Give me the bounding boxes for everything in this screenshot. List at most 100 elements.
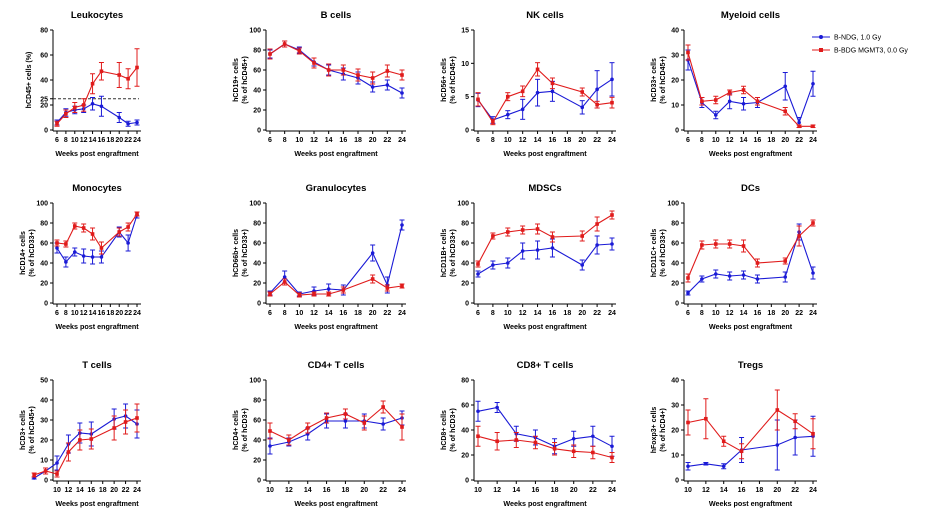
y-tick-label: 40 bbox=[461, 261, 469, 268]
data-point bbox=[580, 90, 585, 94]
x-tick-label: 22 bbox=[593, 137, 601, 144]
x-tick-label: 18 bbox=[767, 137, 775, 144]
y-tick-label: 20 bbox=[40, 281, 48, 288]
x-tick-label: 16 bbox=[323, 487, 331, 494]
x-axis-label: Weeks post engraftment bbox=[294, 499, 378, 508]
y-tick-label: 60 bbox=[671, 241, 679, 248]
data-point bbox=[741, 101, 746, 106]
series-line bbox=[269, 278, 403, 296]
data-point bbox=[686, 276, 690, 280]
data-point bbox=[727, 274, 732, 278]
data-point bbox=[32, 473, 36, 477]
y-axis-label: hCD66b+ cells bbox=[233, 229, 240, 277]
y-tick-label: 40 bbox=[671, 378, 679, 385]
panel-title: CD8+ T cells bbox=[517, 360, 574, 371]
data-point bbox=[117, 115, 122, 120]
x-tick-label: 20 bbox=[773, 487, 781, 494]
series-bdg bbox=[475, 210, 615, 268]
y-axis-label: (% of hCD33+) bbox=[29, 229, 36, 277]
data-point bbox=[811, 124, 815, 129]
y-tick-label: 50 bbox=[40, 378, 48, 385]
y-axis-label: (% of hCD33+) bbox=[660, 229, 667, 277]
series-bdg bbox=[475, 62, 615, 126]
panel-title: DCs bbox=[741, 183, 760, 194]
data-point bbox=[81, 103, 86, 107]
data-point bbox=[491, 120, 495, 124]
data-point bbox=[90, 232, 95, 236]
y-axis-label: hCD11B+ cells bbox=[441, 229, 448, 278]
panel-cd4plus-t-cells: CD4+ T cells 0 20 40 60 80 100 10 12 14 16 18 20 22 24… bbox=[233, 360, 406, 508]
x-tick-label: 12 bbox=[519, 310, 527, 317]
y-tick-label: 60 bbox=[40, 53, 48, 60]
y-tick-label: 10 bbox=[461, 61, 469, 68]
data-point bbox=[783, 259, 788, 263]
x-tick-label: 16 bbox=[339, 310, 347, 317]
x-tick-label: 24 bbox=[809, 310, 817, 317]
data-point bbox=[775, 443, 780, 447]
series-ndg bbox=[685, 49, 816, 128]
x-tick-label: 14 bbox=[76, 487, 84, 494]
x-tick-label: 24 bbox=[133, 137, 141, 144]
series-line bbox=[687, 230, 814, 294]
y-tick-label: 40 bbox=[253, 88, 261, 95]
data-point bbox=[550, 89, 555, 94]
x-tick-label: 18 bbox=[342, 487, 350, 494]
x-tick-label: 18 bbox=[106, 137, 114, 144]
y-axis-label: hCD19+ cells bbox=[233, 58, 240, 102]
data-point bbox=[99, 104, 104, 109]
data-point bbox=[520, 228, 525, 232]
data-point bbox=[370, 85, 375, 89]
data-point bbox=[550, 81, 555, 86]
data-point bbox=[385, 286, 390, 290]
x-tick-label: 8 bbox=[64, 137, 68, 144]
x-tick-label: 14 bbox=[89, 310, 97, 317]
data-point bbox=[704, 461, 708, 466]
x-tick-label: 12 bbox=[310, 310, 318, 317]
y-axis-label: (% of hCD3+) bbox=[450, 408, 457, 452]
series-line bbox=[33, 417, 138, 476]
data-point bbox=[55, 461, 59, 465]
data-point bbox=[78, 438, 82, 442]
data-point bbox=[686, 464, 690, 469]
y-tick-label: 100 bbox=[457, 201, 469, 208]
data-point bbox=[370, 76, 375, 80]
y-axis-label: (% of hCD45+) bbox=[660, 56, 667, 104]
y-axis-label: (% of hCD33+) bbox=[242, 229, 249, 277]
y-tick-label: 30 bbox=[671, 403, 679, 410]
data-point bbox=[326, 292, 331, 296]
data-point bbox=[514, 438, 519, 442]
panel-title: NK cells bbox=[526, 10, 564, 21]
panel-dcs: DCs 0 20 40 60 80 100 6 8 10 12 14 16 18 20 22 24 Weeks p… bbox=[651, 183, 817, 331]
x-tick-label: 18 bbox=[563, 310, 571, 317]
y-tick-label: 15 bbox=[461, 28, 469, 35]
data-point bbox=[356, 73, 360, 77]
data-point bbox=[700, 277, 704, 281]
data-point bbox=[793, 419, 797, 424]
y-tick-label: 100 bbox=[249, 201, 261, 208]
x-tick-label: 22 bbox=[795, 137, 803, 144]
x-tick-label: 14 bbox=[89, 137, 97, 144]
x-tick-label: 18 bbox=[354, 137, 362, 144]
data-point bbox=[533, 440, 538, 445]
y-axis-label: hCD14+ cells bbox=[20, 231, 27, 275]
series-line bbox=[687, 52, 813, 127]
data-point bbox=[324, 416, 329, 420]
x-tick-label: 14 bbox=[534, 137, 542, 144]
data-point bbox=[362, 421, 367, 425]
y-tick-label: 80 bbox=[461, 221, 469, 228]
data-point bbox=[72, 224, 77, 228]
x-tick-label: 10 bbox=[712, 310, 720, 317]
x-axis-label: Weeks post engraftment bbox=[55, 499, 139, 508]
data-point bbox=[99, 255, 104, 259]
data-point bbox=[591, 434, 595, 439]
data-point bbox=[704, 416, 708, 421]
x-tick-label: 20 bbox=[110, 487, 118, 494]
x-tick-label: 6 bbox=[476, 137, 480, 144]
x-tick-label: 16 bbox=[549, 137, 557, 144]
data-point bbox=[385, 83, 390, 87]
x-tick-label: 16 bbox=[87, 487, 95, 494]
data-point bbox=[268, 52, 272, 56]
x-tick-label: 8 bbox=[491, 137, 495, 144]
data-point bbox=[591, 450, 595, 455]
